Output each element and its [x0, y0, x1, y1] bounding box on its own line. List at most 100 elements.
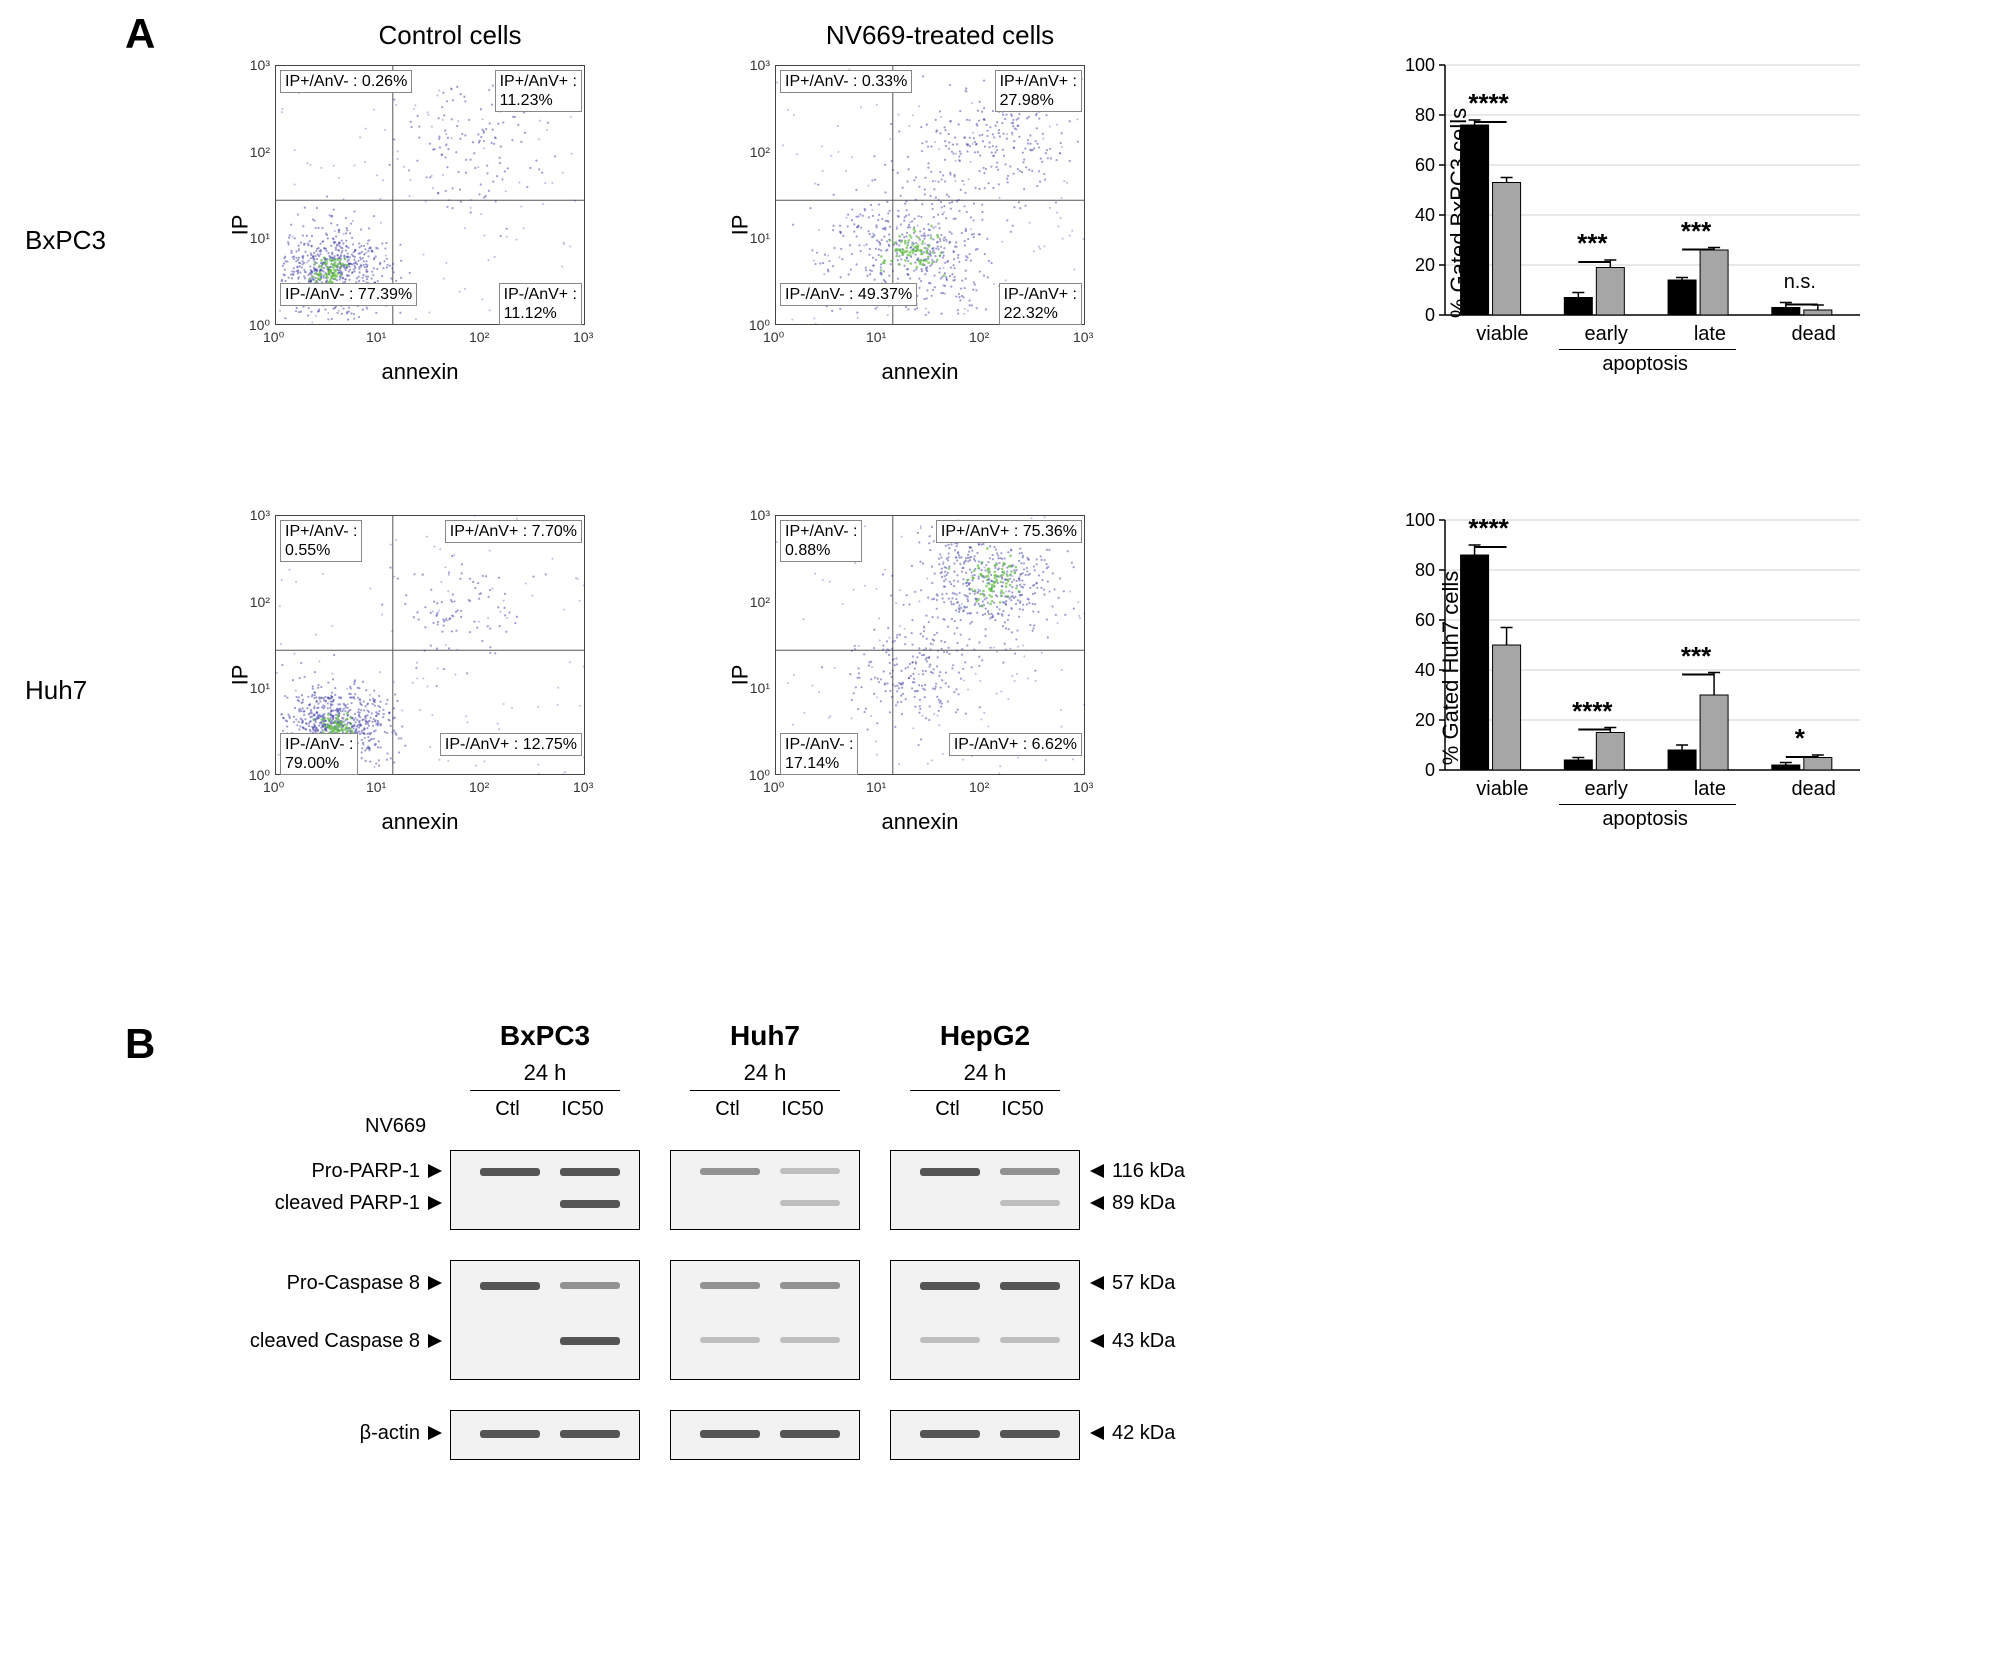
- wb-band: [560, 1200, 620, 1208]
- wb-band: [480, 1430, 540, 1438]
- row-label-huh7: Huh7: [25, 675, 87, 706]
- row-label-bxpc3: BxPC3: [25, 225, 106, 256]
- significance-label: ***: [1658, 216, 1734, 247]
- scatter-x-label: annexin: [881, 359, 958, 385]
- scatter-quadrant-label: IP-/AnV+ : 12.75%: [440, 733, 582, 756]
- scatter-bxpc3-treated: IPannexin10⁰10⁰10¹10¹10²10²10³10³IP+/AnV…: [720, 65, 1120, 385]
- wb-mw-label: 42 kDa: [1112, 1422, 1175, 1445]
- wb-band: [780, 1430, 840, 1438]
- arrowhead-icon: [1090, 1164, 1104, 1178]
- wb-band: [700, 1337, 760, 1343]
- wb-band: [700, 1430, 760, 1438]
- wb-header-line: [910, 1090, 1060, 1091]
- wb-condition-label: Ctl: [470, 1098, 545, 1121]
- scatter-x-label: annexin: [381, 359, 458, 385]
- panel-letter-b: B: [125, 1020, 155, 1068]
- scatter-quadrant-label: IP+/AnV- : 0.26%: [280, 70, 412, 93]
- wb-condition-label: Ctl: [910, 1098, 985, 1121]
- scatter-xtick: 10³: [1073, 779, 1093, 795]
- wb-mw-label: 57 kDa: [1112, 1272, 1175, 1295]
- wb-condition-label: IC50: [545, 1098, 620, 1121]
- bar-category-label: viable: [1451, 778, 1555, 801]
- scatter-ytick: 10¹: [742, 680, 770, 696]
- wb-band: [480, 1168, 540, 1176]
- svg-text:40: 40: [1415, 660, 1435, 680]
- scatter-ytick: 10²: [242, 594, 270, 610]
- wb-cell-line: HepG2: [890, 1020, 1080, 1052]
- wb-row-label: cleaved PARP-1: [190, 1192, 420, 1215]
- scatter-ytick: 10³: [242, 57, 270, 73]
- bar-category-label: late: [1658, 778, 1762, 801]
- wb-header-line: [690, 1090, 840, 1091]
- significance-label: ****: [1554, 696, 1630, 727]
- wb-mw-label: 116 kDa: [1112, 1160, 1185, 1183]
- wb-row-label: β-actin: [190, 1422, 420, 1445]
- significance-label: ****: [1451, 513, 1527, 544]
- scatter-ytick: 10³: [742, 57, 770, 73]
- wb-band: [920, 1430, 980, 1438]
- wb-row-label: cleaved Caspase 8: [190, 1330, 420, 1353]
- scatter-quadrant-label: IP+/AnV+ : 75.36%: [936, 520, 1082, 543]
- scatter-quadrant-label: IP-/AnV+ : 22.32%: [999, 283, 1082, 325]
- arrowhead-icon: [428, 1196, 442, 1210]
- wb-band: [1000, 1430, 1060, 1438]
- bar-category-label: viable: [1451, 323, 1555, 346]
- scatter-ytick: 10²: [242, 144, 270, 160]
- bar-category-label: dead: [1762, 323, 1866, 346]
- apoptosis-span-line: [1559, 804, 1735, 805]
- wb-time-label: 24 h: [890, 1060, 1080, 1086]
- scatter-xtick: 10²: [969, 779, 989, 795]
- wb-frame-caspase: [450, 1260, 640, 1380]
- wb-band: [780, 1337, 840, 1343]
- scatter-xtick: 10²: [969, 329, 989, 345]
- wb-frame-parp: [890, 1150, 1080, 1230]
- svg-text:100: 100: [1405, 55, 1435, 75]
- arrowhead-icon: [428, 1164, 442, 1178]
- arrowhead-icon: [1090, 1276, 1104, 1290]
- wb-band: [1000, 1337, 1060, 1343]
- apoptosis-span-line: [1559, 349, 1735, 350]
- scatter-xtick: 10¹: [366, 329, 386, 345]
- wb-condition-label: IC50: [765, 1098, 840, 1121]
- bar-chart-huh7: 020406080100viable****early****late***de…: [1380, 510, 1880, 840]
- wb-time-label: 24 h: [450, 1060, 640, 1086]
- wb-band: [560, 1168, 620, 1176]
- scatter-x-label: annexin: [881, 809, 958, 835]
- svg-text:80: 80: [1415, 560, 1435, 580]
- wb-band: [780, 1282, 840, 1289]
- scatter-quadrant-label: IP+/AnV- : 0.55%: [280, 520, 362, 562]
- bar-chart-bxpc3: 020406080100viable****early***late***dea…: [1380, 55, 1880, 385]
- arrowhead-icon: [1090, 1196, 1104, 1210]
- svg-text:100: 100: [1405, 510, 1435, 530]
- scatter-huh7-control: IPannexin10⁰10⁰10¹10¹10²10²10³10³IP+/AnV…: [220, 515, 620, 835]
- svg-text:40: 40: [1415, 205, 1435, 225]
- scatter-quadrant-label: IP+/AnV- : 0.88%: [780, 520, 862, 562]
- scatter-quadrant-label: IP-/AnV- : 79.00%: [280, 733, 358, 775]
- scatter-xtick: 10²: [469, 779, 489, 795]
- wb-band: [560, 1430, 620, 1438]
- scatter-ytick: 10⁰: [242, 767, 270, 784]
- scatter-ytick: 10³: [242, 507, 270, 523]
- scatter-ytick: 10³: [742, 507, 770, 523]
- scatter-ytick: 10¹: [742, 230, 770, 246]
- wb-band: [780, 1200, 840, 1206]
- significance-label: *: [1762, 723, 1838, 754]
- scatter-x-label: annexin: [381, 809, 458, 835]
- wb-band: [780, 1168, 840, 1174]
- wb-band: [1000, 1168, 1060, 1175]
- scatter-quadrant-label: IP+/AnV+ : 27.98%: [995, 70, 1082, 112]
- wb-frame-parp: [450, 1150, 640, 1230]
- scatter-quadrant-label: IP-/AnV- : 17.14%: [780, 733, 858, 775]
- scatter-quadrant-label: IP+/AnV- : 0.33%: [780, 70, 912, 93]
- scatter-quadrant-label: IP-/AnV+ : 11.12%: [499, 283, 582, 325]
- wb-frame-parp: [670, 1150, 860, 1230]
- wb-band: [1000, 1282, 1060, 1290]
- arrowhead-icon: [428, 1276, 442, 1290]
- scatter-quadrant-label: IP+/AnV+ : 7.70%: [445, 520, 582, 543]
- scatter-xtick: 10³: [573, 779, 593, 795]
- wb-mw-label: 43 kDa: [1112, 1330, 1175, 1353]
- western-blot-panel: NV669BxPC324 hCtlIC50Huh724 hCtlIC50HepG…: [250, 1020, 1450, 1580]
- bar-category-label: late: [1658, 323, 1762, 346]
- scatter-xtick: 10¹: [866, 329, 886, 345]
- significance-label: n.s.: [1762, 271, 1838, 294]
